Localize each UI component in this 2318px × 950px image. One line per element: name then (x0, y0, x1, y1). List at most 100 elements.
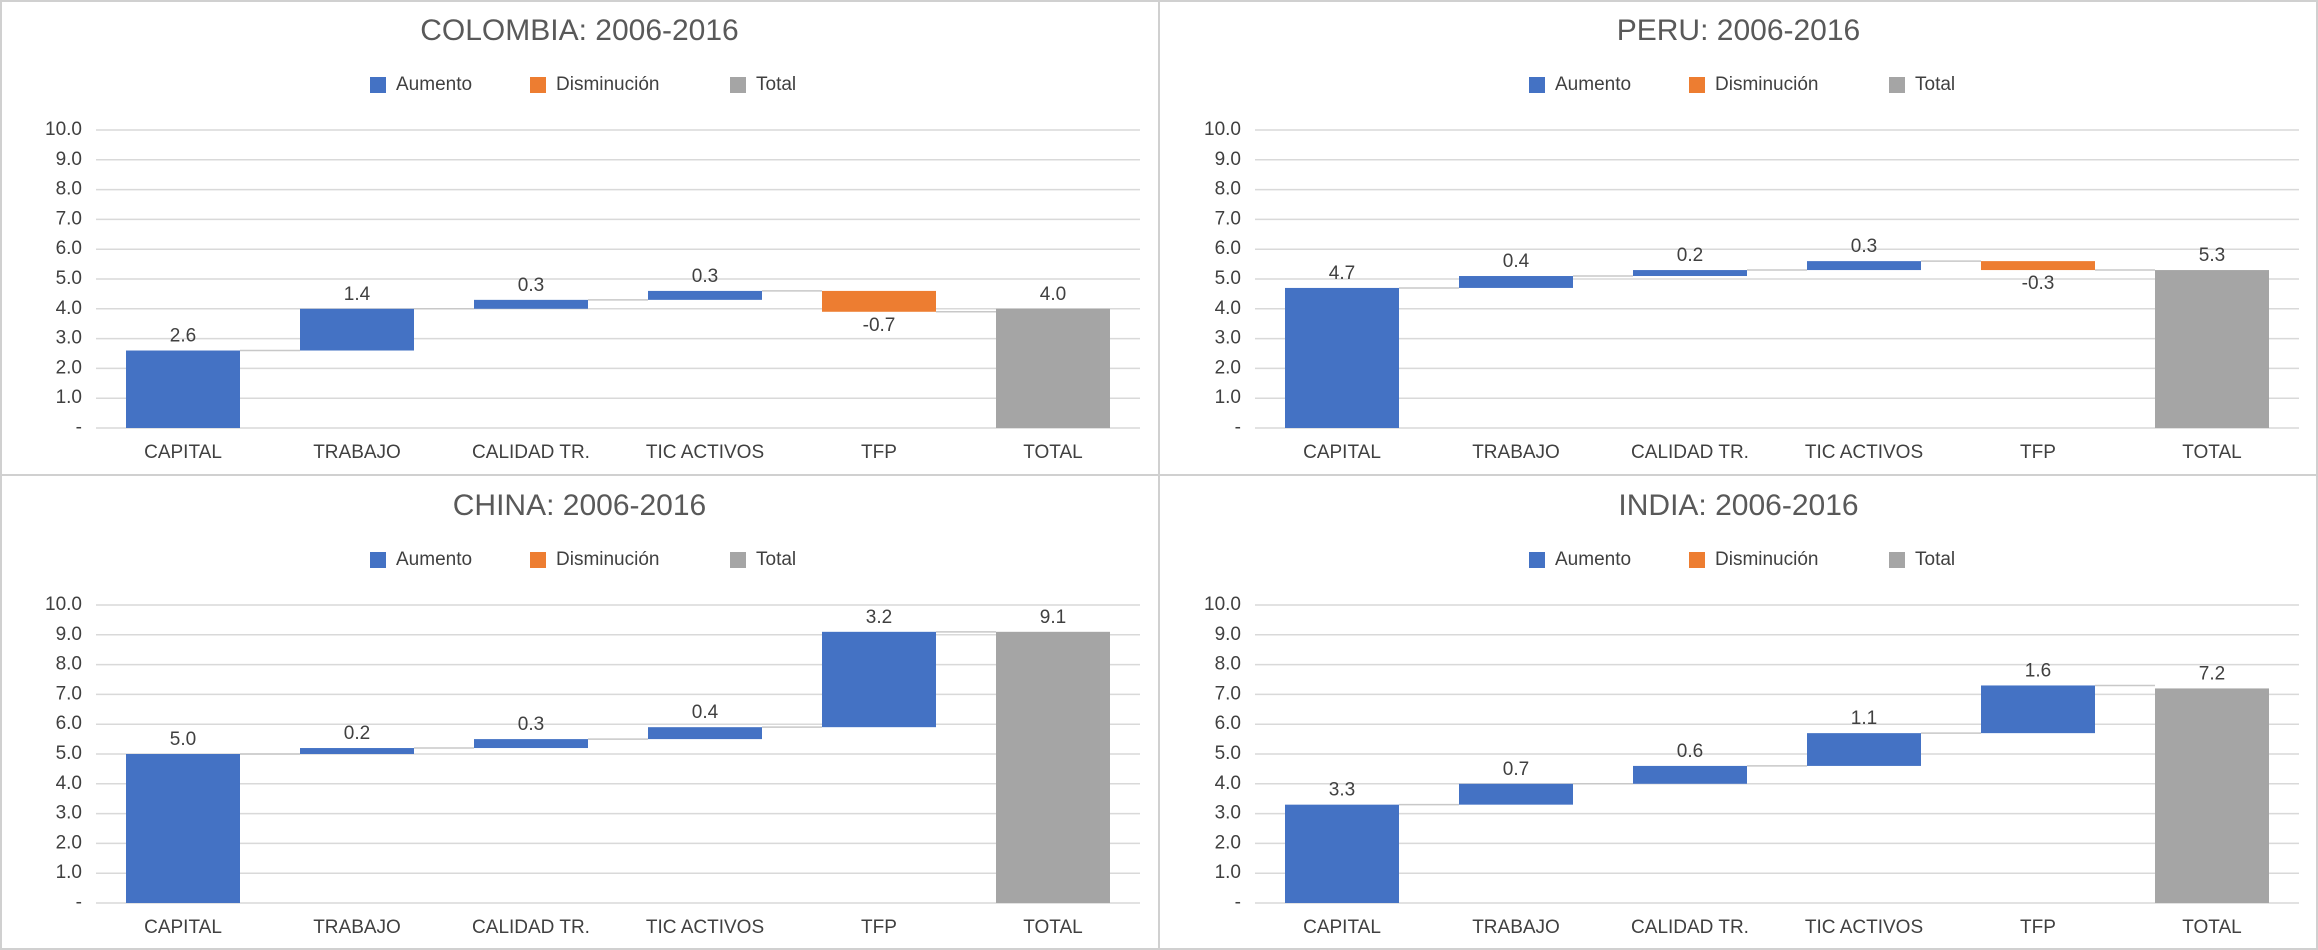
y-tick-label: - (1235, 892, 1241, 913)
bar (1285, 804, 1399, 903)
value-label: 1.4 (344, 284, 371, 305)
x-tick-label: CAPITAL (1303, 442, 1381, 463)
legend-swatch (1889, 77, 1905, 93)
value-label: -0.7 (863, 315, 896, 336)
y-tick-label: - (76, 892, 82, 913)
legend-label: Total (1915, 74, 1955, 95)
value-label: 0.3 (692, 266, 718, 287)
legend-label: Disminución (556, 549, 659, 570)
x-tick-label: CALIDAD TR. (472, 917, 590, 938)
x-tick-label: CAPITAL (144, 442, 222, 463)
y-tick-label: 7.0 (1215, 683, 1241, 704)
legend-swatch (730, 552, 746, 568)
bar (126, 350, 240, 428)
legend-label: Aumento (1555, 549, 1631, 570)
x-tick-label: CALIDAD TR. (472, 442, 590, 463)
value-label: -0.3 (2022, 273, 2055, 294)
value-label: 2.6 (170, 326, 196, 347)
legend-label: Total (1915, 549, 1955, 570)
y-tick-label: 9.0 (56, 149, 82, 170)
x-tick-label: TRABAJO (313, 917, 401, 938)
chart-panel: PERU: 2006-2016 Aumento Disminución Total - 1… (1204, 14, 2299, 463)
y-tick-label: 9.0 (1215, 624, 1241, 645)
legend-swatch (370, 552, 386, 568)
value-label: 1.1 (1851, 708, 1877, 729)
legend-swatch (1529, 552, 1545, 568)
x-tick-label: TOTAL (2182, 442, 2241, 463)
y-tick-label: 10.0 (1204, 594, 1241, 615)
y-tick-label: 6.0 (1215, 238, 1241, 259)
y-tick-label: 6.0 (56, 713, 82, 734)
y-tick-label: 6.0 (56, 238, 82, 259)
value-label: 4.7 (1329, 263, 1355, 284)
bar (300, 748, 414, 754)
chart-title: CHINA: 2006-2016 (453, 489, 706, 522)
legend-swatch (1689, 552, 1705, 568)
value-label: 5.3 (2199, 245, 2225, 266)
bar (474, 299, 588, 309)
x-tick-label: CALIDAD TR. (1631, 442, 1749, 463)
bar (1285, 287, 1399, 428)
value-label: 0.2 (344, 723, 370, 744)
y-tick-label: 2.0 (56, 357, 82, 378)
x-tick-label: TRABAJO (1472, 917, 1560, 938)
value-label: 0.7 (1503, 759, 1529, 780)
y-tick-label: 5.0 (56, 743, 82, 764)
value-label: 0.3 (518, 275, 544, 296)
y-tick-label: 10.0 (45, 119, 82, 140)
x-tick-label: CAPITAL (1303, 917, 1381, 938)
x-tick-label: TOTAL (1023, 442, 1082, 463)
legend-label: Disminución (1715, 549, 1818, 570)
y-tick-label: 8.0 (1215, 654, 1241, 675)
x-tick-label: TOTAL (2182, 917, 2241, 938)
value-label: 7.2 (2199, 663, 2225, 684)
x-tick-label: TFP (2020, 442, 2056, 463)
legend-swatch (370, 77, 386, 93)
value-label: 0.2 (1677, 245, 1703, 266)
x-tick-label: TIC ACTIVOS (646, 917, 764, 938)
y-tick-label: 8.0 (56, 654, 82, 675)
legend-label: Disminución (1715, 74, 1818, 95)
y-tick-label: 4.0 (1215, 773, 1241, 794)
y-tick-label: - (76, 417, 82, 438)
value-label: 1.6 (2025, 660, 2051, 681)
y-tick-label: 6.0 (1215, 713, 1241, 734)
y-tick-label: 4.0 (56, 298, 82, 319)
y-tick-label: 4.0 (56, 773, 82, 794)
x-tick-label: TRABAJO (313, 442, 401, 463)
bar (2155, 688, 2269, 903)
x-tick-label: TFP (861, 917, 897, 938)
y-tick-label: 8.0 (1215, 179, 1241, 200)
chart-title: PERU: 2006-2016 (1617, 14, 1861, 47)
legend-swatch (1689, 77, 1705, 93)
bar (1981, 261, 2095, 271)
value-label: 0.3 (518, 714, 544, 735)
bar (648, 727, 762, 740)
value-label: 0.3 (1851, 236, 1877, 257)
y-tick-label: 5.0 (1215, 268, 1241, 289)
y-tick-label: 9.0 (1215, 149, 1241, 170)
chart-title: COLOMBIA: 2006-2016 (420, 14, 739, 47)
y-tick-label: 7.0 (1215, 208, 1241, 229)
chart-panel: COLOMBIA: 2006-2016 Aumento Disminución Tot… (45, 14, 1140, 463)
bar (1459, 276, 1573, 288)
bar (126, 754, 240, 903)
bar (300, 308, 414, 351)
x-tick-label: TRABAJO (1472, 442, 1560, 463)
y-tick-label: 5.0 (56, 268, 82, 289)
value-label: 3.3 (1329, 780, 1355, 801)
x-tick-label: TIC ACTIVOS (1805, 917, 1923, 938)
legend-swatch (730, 77, 746, 93)
value-label: 4.0 (1040, 284, 1066, 305)
legend-label: Total (756, 74, 796, 95)
bar (822, 290, 936, 312)
legend-swatch (1889, 552, 1905, 568)
y-tick-label: 3.0 (56, 803, 82, 824)
bar (822, 631, 936, 728)
y-tick-label: 3.0 (1215, 328, 1241, 349)
y-tick-label: 7.0 (56, 208, 82, 229)
chart-panel: INDIA: 2006-2016 Aumento Disminución Total -… (1204, 489, 2299, 938)
y-tick-label: 1.0 (1215, 862, 1241, 883)
